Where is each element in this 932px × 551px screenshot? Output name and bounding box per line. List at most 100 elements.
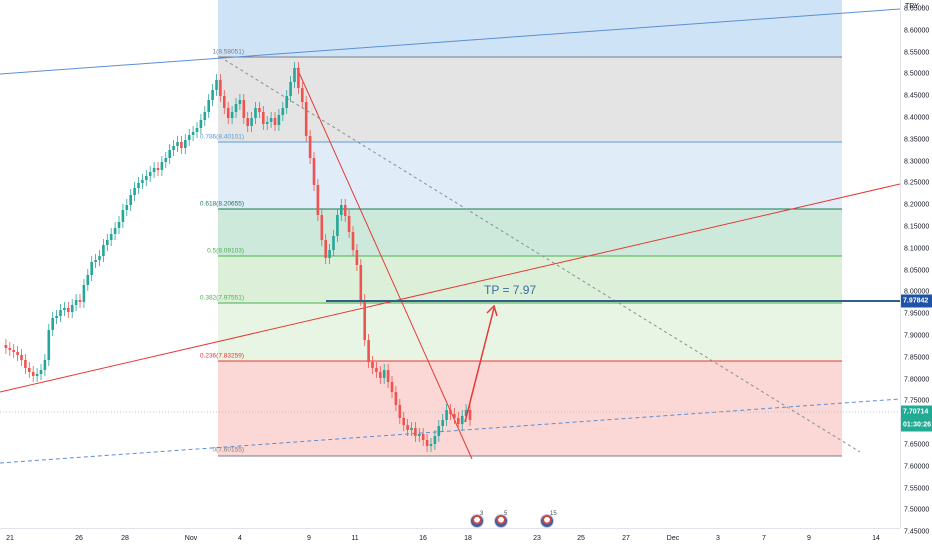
candle-body	[20, 355, 23, 360]
currency-label[interactable]: TRY ↓	[905, 3, 925, 10]
candle-body	[355, 250, 359, 265]
last-price-badge: 7.70714	[901, 405, 932, 419]
candle-body	[152, 168, 156, 172]
target-arrowhead	[486, 304, 498, 317]
fib-label-05: 0.5(8.09103)	[207, 247, 244, 255]
candle-body	[367, 340, 370, 362]
candle-body	[242, 100, 246, 118]
candle-body	[429, 444, 433, 446]
blue-channel-upper-line[interactable]	[0, 8, 900, 75]
candle-body	[191, 132, 195, 135]
candle-body	[437, 426, 441, 436]
candle-body	[180, 142, 183, 148]
event-count: 15	[550, 511, 557, 517]
time-tick-label: 9	[307, 535, 311, 542]
candle-body	[382, 370, 386, 378]
candle-body	[156, 168, 160, 170]
time-tick-label: Dec	[666, 535, 680, 542]
candle-body	[363, 300, 366, 340]
red-falling-trendline[interactable]	[296, 67, 473, 460]
candle-body	[94, 260, 97, 262]
candle-body	[453, 414, 456, 418]
candle-body	[43, 360, 47, 370]
candle-body	[70, 305, 74, 312]
candle-body	[160, 162, 164, 170]
time-tick-label: 9	[807, 535, 811, 542]
price-tick-label: 8.05000	[904, 267, 930, 275]
candle-body	[340, 205, 343, 215]
candle-body	[28, 368, 31, 372]
time-axis[interactable]: 21 26 28 Nov 4 9 11 16 18 23 25 27 Dec 3 7 9 14	[0, 528, 900, 551]
fib-zone-0786-0618	[218, 142, 842, 209]
fib-zone-0382-0236	[218, 303, 842, 361]
candle-body	[402, 418, 405, 425]
time-tick-label: 23	[533, 535, 541, 542]
candle-body	[35, 374, 39, 376]
candle-body	[394, 392, 398, 405]
fib-label-0: 0(7.60155)	[212, 446, 244, 454]
candle-body	[234, 104, 238, 112]
candle-body	[343, 205, 347, 216]
candle-body	[359, 265, 363, 300]
candle-body	[265, 122, 269, 124]
time-tick-label: 14	[872, 535, 880, 542]
price-tick-label: 7.80000	[904, 376, 930, 384]
price-tick-label: 8.35000	[904, 136, 930, 144]
price-tick-label: 7.55000	[904, 485, 930, 493]
candle-body	[102, 245, 105, 256]
price-tick-label: 7.60000	[904, 463, 930, 471]
candle-body	[464, 410, 468, 416]
price-tick-label: 7.65000	[904, 441, 930, 449]
time-tick-label: 4	[238, 535, 242, 542]
tp-annotation[interactable]: TP = 7.97	[484, 283, 537, 297]
price-tick-label: 8.45000	[904, 92, 930, 100]
time-tick-label: 28	[121, 535, 129, 542]
candle-body	[246, 118, 249, 126]
price-tick-label: 8.50000	[904, 70, 930, 78]
candle-body	[78, 300, 82, 302]
candle-body	[460, 416, 464, 424]
candle-body	[137, 183, 140, 188]
blue-channel-lower-line[interactable]	[0, 398, 900, 464]
price-tick-label: 7.90000	[904, 332, 930, 340]
candle-body	[211, 90, 214, 100]
candle-body	[304, 102, 308, 136]
candle-body	[347, 216, 351, 232]
fib-zone-top	[218, 0, 842, 57]
candle-body	[47, 330, 51, 360]
candle-body	[328, 250, 331, 258]
time-tick-label: 18	[464, 535, 472, 542]
us-event-icon[interactable]	[540, 514, 554, 528]
candle-body	[281, 108, 285, 115]
candle-body	[59, 310, 62, 316]
bar-countdown-badge: 01:30:26	[901, 418, 932, 432]
candle-body	[312, 158, 316, 185]
target-arrow[interactable]	[464, 307, 495, 423]
time-tick-label: 26	[75, 535, 83, 542]
candle-body	[199, 120, 203, 128]
price-axis[interactable]: TRY ↓ 8.65000 8.60000 8.55000 8.50000 8.4500…	[900, 0, 932, 536]
candle-body	[109, 234, 113, 240]
candle-body	[141, 180, 144, 183]
price-tick-label: 8.25000	[904, 179, 930, 187]
candle-body	[238, 100, 242, 104]
candle-body	[277, 115, 281, 125]
us-event-icon[interactable]	[470, 514, 484, 528]
candle-body	[145, 176, 148, 180]
candle-body	[441, 420, 444, 426]
candle-body	[285, 96, 288, 108]
grey-dotted-trendline[interactable]	[219, 56, 861, 453]
us-event-icon[interactable]	[494, 514, 508, 528]
red-rising-trendline[interactable]	[0, 183, 900, 393]
candle-body	[148, 172, 152, 176]
candle-body	[320, 215, 324, 240]
candle-body	[55, 316, 58, 318]
fib-label-0382: 0.382(7.97551)	[199, 294, 244, 302]
candle-body	[293, 68, 296, 82]
price-chart[interactable]	[0, 0, 900, 528]
candle-body	[375, 368, 378, 372]
candle-body	[273, 118, 277, 125]
price-tick-label: 8.15000	[904, 223, 930, 231]
candle-body	[31, 372, 35, 376]
candle-body	[172, 146, 175, 150]
